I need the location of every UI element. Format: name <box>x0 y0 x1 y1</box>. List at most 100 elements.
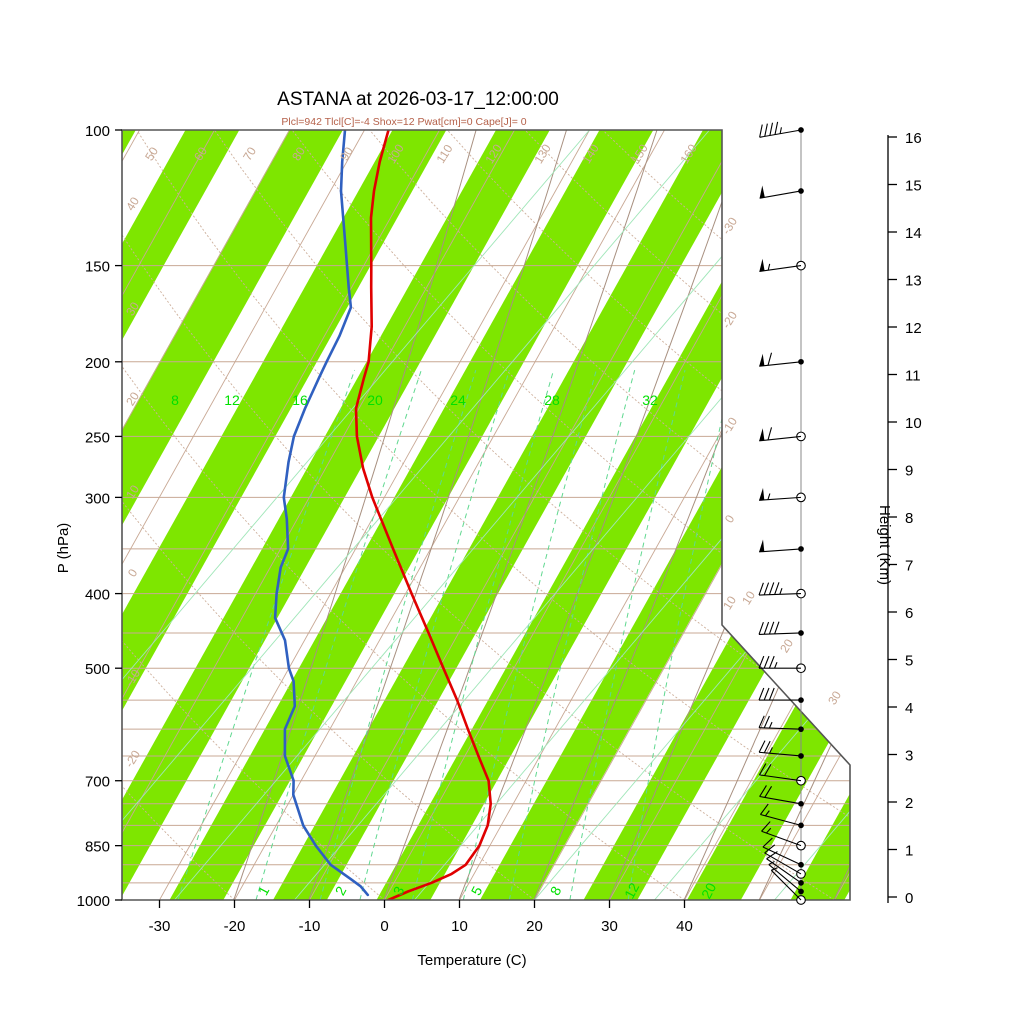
wind-barb-full <box>764 764 772 776</box>
wind-barb-full <box>768 655 775 669</box>
mixing-ratio-isopleth <box>174 130 830 900</box>
dry-adiabat-line <box>234 130 665 900</box>
wind-barb-full <box>758 655 765 669</box>
pressure-axis: 100 150 200 250 300 400 500 700 850 1000 <box>77 123 122 910</box>
wind-barb-pennant <box>759 428 765 441</box>
temperature-tick-label: -10 <box>299 918 321 935</box>
mixing-ratio-top-label: 16 <box>292 392 308 408</box>
mixing-ratio-top-label: 12 <box>224 392 240 408</box>
temperature-tick-label: 10 <box>451 918 468 935</box>
wind-barb-half <box>765 810 770 817</box>
shaded-band <box>122 130 447 900</box>
dewpoint-curve <box>273 130 370 897</box>
height-tick-label: 11 <box>905 368 921 385</box>
pressure-tick-label: 850 <box>85 839 110 856</box>
dry-adiabat-line <box>122 130 290 900</box>
pressure-tick-label: 300 <box>85 490 110 507</box>
mixing-ratio-line <box>319 369 477 900</box>
height-tick-label: 1 <box>905 843 913 860</box>
wind-barb-column <box>758 121 806 905</box>
height-tick-label: 3 <box>905 748 913 765</box>
height-tick-label: 6 <box>905 605 913 622</box>
wind-barb-shaft <box>759 727 802 730</box>
wind-barb-full <box>764 844 776 854</box>
sounding-curve-layer <box>273 130 492 900</box>
page-title: ASTANA at 2026-03-17_12:00:00 <box>277 89 559 110</box>
wind-barb-half <box>768 721 773 729</box>
pressure-tick-label: 250 <box>85 429 110 446</box>
wind-barb-full <box>763 621 770 635</box>
wind-barb-full <box>774 582 780 595</box>
temperature-tick-label: 30 <box>601 918 618 935</box>
mixing-ratio-isopleth <box>122 130 710 900</box>
wind-barb-pennant <box>759 258 765 272</box>
wind-barb-half <box>779 127 782 134</box>
height-tick-label: 9 <box>905 463 913 480</box>
wind-barb-shaft <box>759 361 802 367</box>
wind-barb-full <box>758 715 765 728</box>
mixing-ratio-top-label: 32 <box>642 392 658 408</box>
mixing-ratio-top-labels: 8 12 16 20 24 28 32 <box>171 392 658 408</box>
height-tick-label: 10 <box>905 415 922 432</box>
wind-barb-shaft <box>768 864 802 892</box>
moist-adiabat-curve <box>308 130 567 900</box>
wind-barb-shaft <box>760 813 802 826</box>
dry-adiabat-curve <box>369 130 850 900</box>
height-axis-title: Height (Km) <box>876 505 893 585</box>
pressure-tick-label: 400 <box>85 587 110 604</box>
dry-adiabat-line <box>122 130 215 900</box>
height-tick-label: 16 <box>905 130 922 147</box>
wind-barb-shaft <box>762 846 802 866</box>
wind-barb-shaft <box>759 548 802 553</box>
wind-barb-full <box>759 785 767 797</box>
mixing-ratio-top-label: 28 <box>544 392 560 408</box>
dry-adiabat-curve <box>122 130 685 900</box>
pressure-tick-label: 150 <box>85 259 110 276</box>
pressure-tick-label: 200 <box>85 355 110 372</box>
mixing-ratio-top-label: 20 <box>367 392 383 408</box>
wind-barb-half <box>767 493 771 500</box>
dry-adiabat-curve <box>122 130 235 900</box>
dry-adiabat-line <box>122 130 515 900</box>
mixing-ratio-isopleth <box>534 130 850 900</box>
temperature-axis-title: Temperature (C) <box>417 952 526 969</box>
pressure-tick-label: 100 <box>85 123 110 140</box>
mixing-ratio-line <box>569 369 686 900</box>
height-tick-label: 7 <box>905 558 913 575</box>
wind-barb-pennant <box>759 185 765 199</box>
dry-adiabat-line <box>759 130 850 900</box>
shaded-band <box>122 130 343 900</box>
mixing-ratio-top-label: 24 <box>450 392 466 408</box>
dry-adiabat-curve <box>122 130 835 900</box>
wind-barb-pennant <box>759 487 765 501</box>
mixing-ratio-bottom-label: 12 <box>621 880 643 901</box>
dry-adiabat-line <box>684 130 850 900</box>
height-tick-label: 13 <box>905 273 922 290</box>
dry-adiabat-line <box>159 130 590 900</box>
height-tick-label: 14 <box>905 225 922 242</box>
wind-barb-full <box>769 122 774 136</box>
wind-barb-shaft <box>770 869 802 901</box>
wind-barb-full <box>758 740 766 753</box>
height-tick-label: 0 <box>905 890 913 907</box>
mixing-ratio-line <box>627 369 734 900</box>
wind-barb-full <box>768 687 775 701</box>
mixing-ratio-isopleth <box>654 130 850 900</box>
wind-barb-full <box>763 715 770 729</box>
wind-barb-half <box>766 827 772 834</box>
mixing-ratio-top-label: 8 <box>171 392 179 408</box>
wind-barb-half <box>779 588 783 595</box>
wind-barb-full <box>764 786 773 798</box>
wind-barb-shaft <box>759 435 802 442</box>
wind-barb-shaft <box>759 774 802 782</box>
wind-barb-full <box>758 622 764 635</box>
temperature-curve <box>354 130 492 900</box>
mixing-ratio-line <box>508 369 636 900</box>
temperature-tick-label: 40 <box>676 918 693 935</box>
wind-barb-full <box>774 121 779 135</box>
temperature-axis: -30 -20 -10 0 10 20 30 40 <box>149 900 693 935</box>
height-tick-label: 12 <box>905 320 922 337</box>
wind-barb-pennant <box>759 353 765 367</box>
wind-barb-shaft <box>766 858 802 884</box>
